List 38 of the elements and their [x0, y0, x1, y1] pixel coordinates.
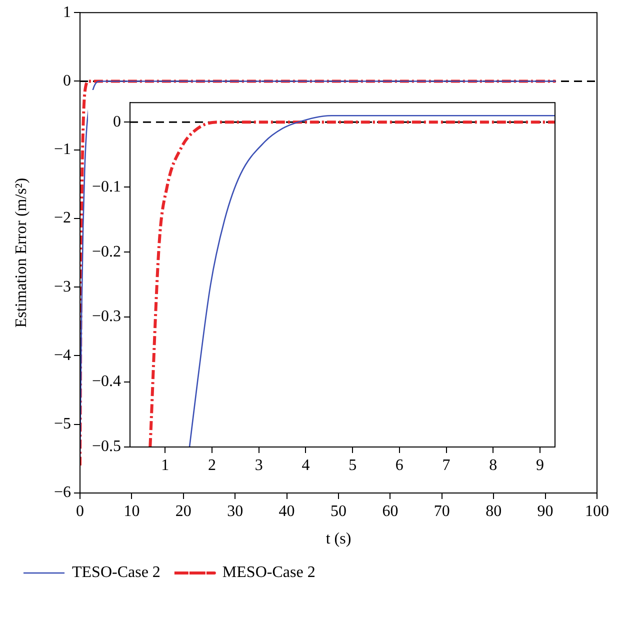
x-tick-label: 10 — [124, 502, 140, 520]
y-tick-label: −0.3 — [92, 308, 121, 326]
x-axis-title: t (s) — [326, 530, 352, 548]
x-tick-label: 20 — [175, 502, 192, 520]
x-tick-label: 5 — [348, 456, 357, 474]
x-tick-label: 6 — [395, 456, 404, 474]
y-tick-label: −5 — [54, 416, 71, 433]
x-tick-label: 30 — [227, 502, 244, 520]
x-tick-label: 40 — [278, 502, 295, 520]
x-tick-label: 3 — [254, 456, 263, 474]
y-tick-label: 0 — [113, 113, 121, 130]
x-tick-label: 1 — [161, 456, 170, 474]
y-tick-label: −3 — [54, 278, 71, 296]
y-tick-label: −4 — [54, 346, 71, 364]
x-tick-label: 60 — [382, 502, 398, 520]
x-tick-label: 0 — [76, 502, 84, 520]
x-tick-label: 7 — [442, 456, 450, 474]
x-tick-label: 50 — [330, 502, 346, 520]
x-tick-label: 4 — [302, 456, 310, 474]
y-tick-label: −0.1 — [92, 178, 121, 196]
y-tick-label: −0.2 — [92, 243, 121, 260]
x-tick-label: 70 — [434, 502, 450, 520]
y-tick-label: −1 — [54, 141, 71, 158]
x-tick-label: 90 — [537, 502, 554, 520]
y-tick-label: −2 — [54, 210, 71, 227]
legend-label: TESO-Case 2 — [72, 564, 160, 582]
y-axis-title: Estimation Error (m/s²) — [12, 178, 30, 328]
x-tick-label: 8 — [489, 456, 498, 474]
y-tick-label: 0 — [63, 72, 71, 90]
y-tick-label: −0.5 — [92, 438, 121, 456]
x-tick-label: 100 — [585, 502, 609, 520]
y-tick-label: −6 — [54, 484, 71, 502]
x-tick-label: 2 — [208, 456, 216, 474]
y-tick-label: −0.4 — [92, 373, 121, 390]
y-tick-label: 1 — [63, 4, 71, 21]
x-tick-label: 9 — [536, 456, 544, 474]
x-tick-label: 80 — [486, 502, 502, 520]
legend-label: MESO-Case 2 — [222, 564, 316, 582]
